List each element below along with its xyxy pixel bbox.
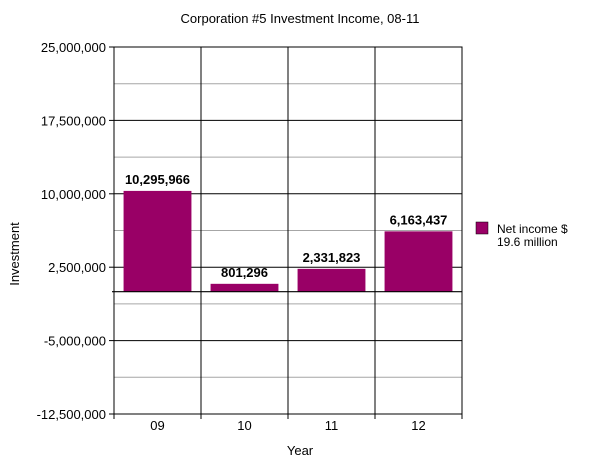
- legend-label: Net income $: [497, 222, 568, 236]
- x-axis-ticks: 09 10 11 12: [150, 418, 425, 433]
- y-tick-label: 2,500,000: [48, 260, 106, 275]
- bars: 10,295,966 801,296 2,331,823 6,163,437: [112, 172, 462, 293]
- bar-09: [123, 190, 192, 292]
- y-tick-label: 10,000,000: [41, 187, 106, 202]
- bar-11: [297, 268, 366, 292]
- legend-swatch: [475, 221, 489, 235]
- data-label: 2,331,823: [303, 250, 361, 265]
- data-label: 801,296: [221, 265, 268, 280]
- y-tick-label: -12,500,000: [37, 407, 106, 422]
- y-tick-label: 17,500,000: [41, 113, 106, 128]
- x-tick-label: 11: [325, 418, 339, 433]
- bar-12: [384, 231, 453, 292]
- legend-label: 19.6 million: [497, 235, 558, 249]
- plot-frame: [113, 46, 463, 415]
- legend: Net income $19.6 million: [475, 221, 568, 249]
- y-tick-label: 25,000,000: [41, 40, 106, 55]
- bar-10: [210, 283, 279, 292]
- y-tick-label: -5,000,000: [44, 334, 106, 349]
- x-axis-label: Year: [287, 443, 314, 458]
- data-label: 6,163,437: [390, 212, 448, 227]
- x-tick-label: 10: [237, 418, 251, 433]
- x-tick-label: 12: [411, 418, 425, 433]
- y-axis-ticks: 25,000,000 17,500,000 10,000,000 2,500,000 -…: [37, 40, 114, 422]
- y-axis-label: Investment: [7, 222, 22, 286]
- chart-title: Corporation #5 Investment Income, 08-11: [181, 11, 420, 26]
- data-label: 10,295,966: [125, 172, 190, 187]
- x-tick-label: 09: [150, 418, 164, 433]
